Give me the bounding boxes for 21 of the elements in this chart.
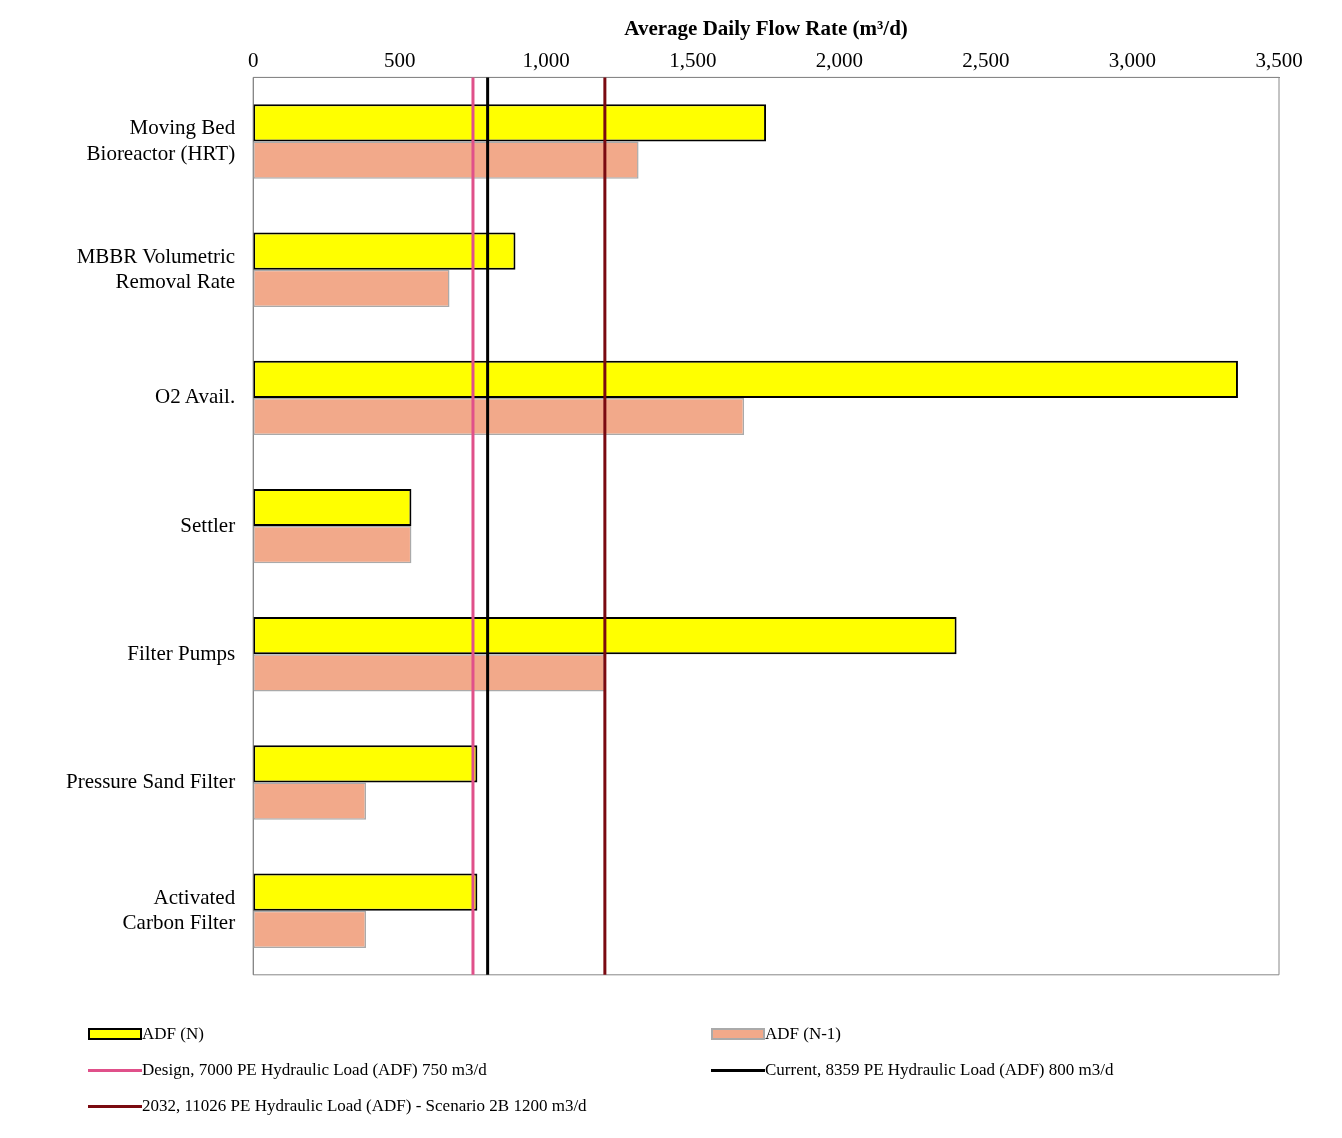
x-tick-label: 1,000	[522, 48, 570, 73]
x-tick-label: 2,500	[962, 48, 1010, 73]
x-tick-label: 2,000	[815, 48, 863, 73]
y-tick-label: O2 Avail.	[155, 384, 236, 409]
x-tick-label: 1,500	[669, 48, 717, 73]
x-tick-label: 3,500	[1255, 48, 1303, 73]
x-tick-label: 500	[383, 48, 416, 73]
legend-label: ADF (N)	[142, 1024, 204, 1044]
y-tick-label: Filter Pumps	[127, 640, 236, 665]
y-tick-label: Settler	[180, 512, 236, 537]
y-tick-label: Pressure Sand Filter	[65, 769, 236, 794]
y-tick-label: MBBR Volumetric Removal Rate	[76, 243, 236, 293]
x-tick-label: 0	[247, 48, 259, 73]
legend-label: Current, 8359 PE Hydraulic Load (ADF) 800 m3/d	[765, 1060, 1114, 1080]
x-tick-label: 3,000	[1108, 48, 1157, 73]
x-axis-title: Average Daily Flow Rate (m³/d)	[624, 16, 908, 41]
y-tick-label: Activated Carbon Filter	[122, 884, 236, 934]
legend-label: 2032, 11026 PE Hydraulic Load (ADF) - Scenario 2B 1200 m3/d	[142, 1096, 587, 1116]
legend-label: Design, 7000 PE Hydraulic Load (ADF) 750 m3/d	[142, 1060, 487, 1080]
y-tick-label: Moving Bed Bioreactor (HRT)	[86, 115, 236, 165]
legend-label: ADF (N-1)	[765, 1024, 842, 1044]
